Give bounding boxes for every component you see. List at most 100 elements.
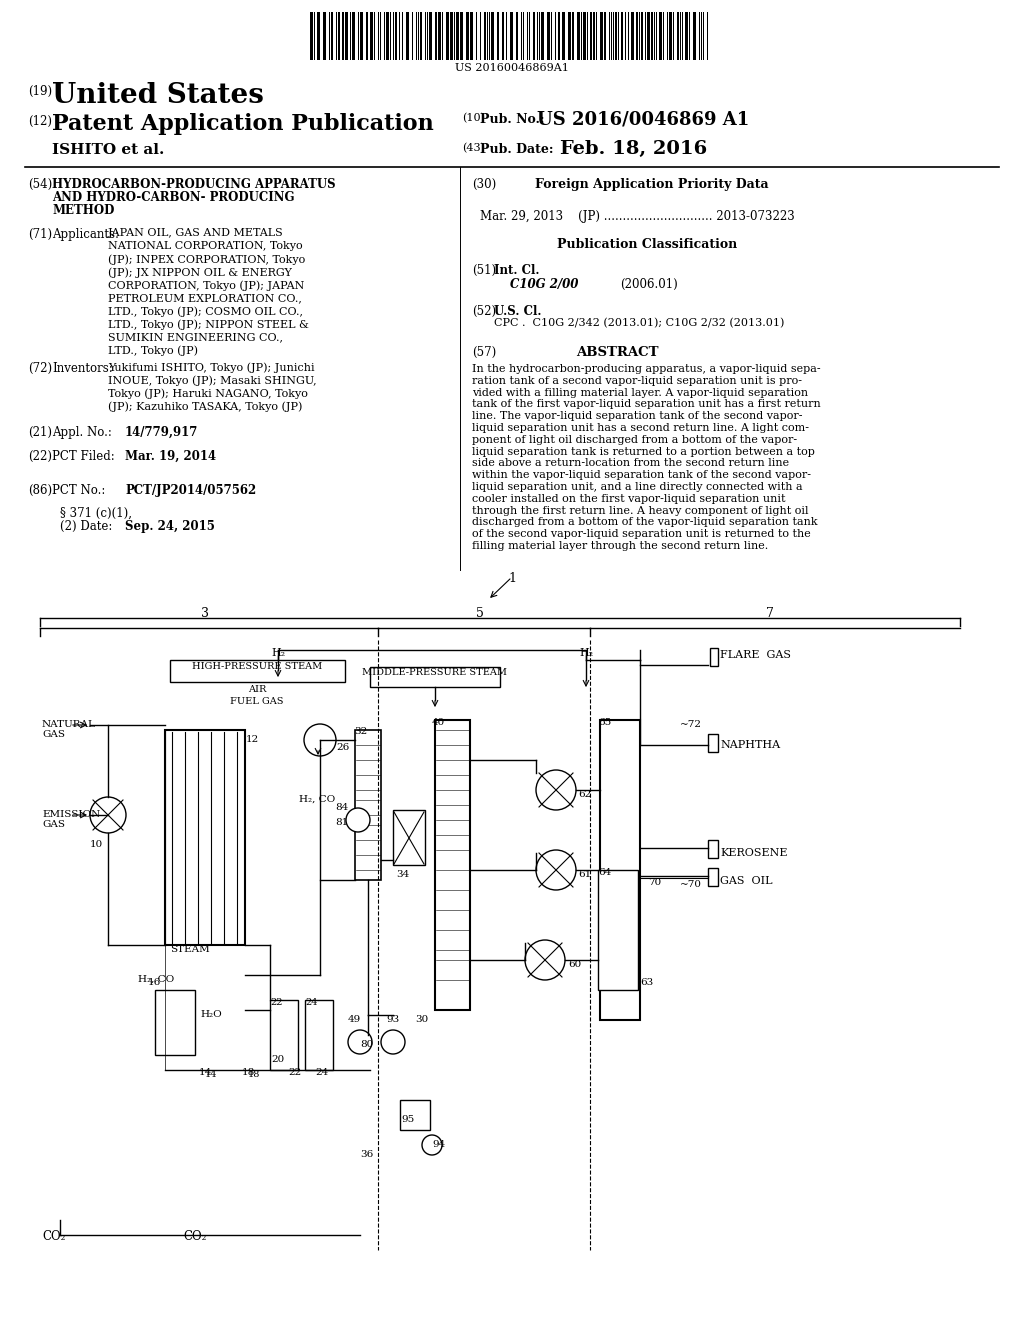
Bar	[710, 648, 718, 667]
Bar	[393, 810, 425, 865]
Text: side above a return-location from the second return line: side above a return-location from the se…	[472, 458, 790, 469]
Bar	[562, 12, 565, 59]
Text: PCT Filed:: PCT Filed:	[52, 450, 115, 463]
Text: FUEL GAS: FUEL GAS	[230, 697, 284, 706]
Text: 1: 1	[508, 572, 516, 585]
Text: Foreign Application Priority Data: Foreign Application Priority Data	[535, 178, 769, 191]
Bar	[621, 12, 623, 59]
Text: H₂O: H₂O	[200, 1010, 222, 1019]
Bar	[558, 12, 560, 59]
Bar	[502, 12, 504, 59]
Text: 84: 84	[335, 803, 348, 812]
Text: GAS: GAS	[42, 730, 65, 739]
Text: cooler installed on the first vapor-liquid separation unit: cooler installed on the first vapor-liqu…	[472, 494, 785, 504]
Bar	[165, 730, 245, 945]
Text: Mar. 19, 2014: Mar. 19, 2014	[125, 450, 216, 463]
Text: Tokyo (JP); Haruki NAGANO, Tokyo: Tokyo (JP); Haruki NAGANO, Tokyo	[108, 388, 308, 399]
Bar	[568, 12, 571, 59]
Text: liquid separation unit has a second return line. A light com-: liquid separation unit has a second retu…	[472, 422, 809, 433]
Text: INOUE, Tokyo (JP); Masaki SHINGU,: INOUE, Tokyo (JP); Masaki SHINGU,	[108, 375, 316, 385]
Bar	[342, 12, 344, 59]
Bar	[155, 990, 195, 1055]
Bar	[438, 12, 441, 59]
Text: LTD., Tokyo (JP): LTD., Tokyo (JP)	[108, 345, 198, 355]
Text: 49: 49	[348, 1015, 361, 1024]
Ellipse shape	[346, 808, 370, 832]
Text: 20: 20	[271, 1055, 285, 1064]
Bar	[305, 1001, 333, 1071]
Text: 64: 64	[598, 869, 611, 876]
Text: 80: 80	[360, 1040, 374, 1049]
Text: JAPAN OIL, GAS AND METALS: JAPAN OIL, GAS AND METALS	[108, 228, 284, 238]
Text: liquid separation unit, and a line directly connected with a: liquid separation unit, and a line direc…	[472, 482, 803, 492]
Bar	[466, 12, 469, 59]
Text: 70: 70	[648, 878, 662, 887]
Text: 95: 95	[401, 1115, 415, 1125]
Text: PCT/JP2014/057562: PCT/JP2014/057562	[125, 484, 256, 498]
Text: 93: 93	[386, 1015, 399, 1024]
Text: METHOD: METHOD	[52, 205, 115, 216]
Bar	[345, 12, 348, 59]
Text: 18: 18	[242, 1068, 255, 1077]
Text: US 20160046869A1: US 20160046869A1	[455, 63, 569, 73]
Bar	[170, 660, 345, 682]
Text: (72): (72)	[28, 362, 52, 375]
Bar	[370, 667, 500, 686]
Bar	[420, 12, 422, 59]
Text: PETROLEUM EXPLORATION CO.,: PETROLEUM EXPLORATION CO.,	[108, 293, 302, 304]
Text: 61: 61	[578, 870, 591, 879]
Text: 34: 34	[396, 870, 410, 879]
Text: GAS: GAS	[42, 820, 65, 829]
Text: 7: 7	[766, 607, 774, 620]
Text: 30: 30	[415, 1015, 428, 1024]
Ellipse shape	[536, 770, 575, 810]
Text: CO₂: CO₂	[183, 1230, 207, 1243]
Bar	[598, 870, 638, 990]
Text: 12: 12	[246, 735, 259, 744]
Text: (21): (21)	[28, 426, 52, 440]
Text: 14: 14	[199, 1068, 212, 1077]
Bar	[641, 12, 643, 59]
Text: Int. Cl.: Int. Cl.	[494, 264, 540, 277]
Text: NATIONAL CORPORATION, Tokyo: NATIONAL CORPORATION, Tokyo	[108, 242, 303, 251]
Text: liquid separation tank is returned to a portion between a top: liquid separation tank is returned to a …	[472, 446, 815, 457]
Text: ~72: ~72	[680, 719, 702, 729]
Text: AIR: AIR	[248, 685, 266, 694]
Text: In the hydrocarbon-producing apparatus, a vapor-liquid sepa-: In the hydrocarbon-producing apparatus, …	[472, 364, 820, 374]
Text: (86): (86)	[28, 484, 52, 498]
Text: HIGH-PRESSURE STEAM: HIGH-PRESSURE STEAM	[191, 663, 323, 671]
Bar	[669, 12, 672, 59]
Bar	[685, 12, 688, 59]
Text: MIDDLE-PRESSURE STEAM: MIDDLE-PRESSURE STEAM	[362, 668, 508, 677]
Bar	[386, 12, 389, 59]
Text: filling material layer through the second return line.: filling material layer through the secon…	[472, 541, 768, 550]
Text: discharged from a bottom of the vapor-liquid separation tank: discharged from a bottom of the vapor-li…	[472, 517, 817, 528]
Bar	[470, 12, 473, 59]
Text: (52): (52)	[472, 305, 496, 318]
Text: (2006.01): (2006.01)	[620, 279, 678, 290]
Bar	[460, 12, 463, 59]
Ellipse shape	[525, 940, 565, 979]
Bar	[331, 12, 333, 59]
Text: 81: 81	[335, 818, 348, 828]
Text: § 371 (c)(1),: § 371 (c)(1),	[60, 507, 132, 520]
Text: (30): (30)	[472, 178, 497, 191]
Text: Inventors:: Inventors:	[52, 362, 113, 375]
Text: STEAM: STEAM	[170, 945, 210, 954]
Text: (JP); JX NIPPON OIL & ENERGY: (JP); JX NIPPON OIL & ENERGY	[108, 267, 292, 277]
Text: (JP); Kazuhiko TASAKA, Tokyo (JP): (JP); Kazuhiko TASAKA, Tokyo (JP)	[108, 401, 302, 412]
Bar	[338, 12, 340, 59]
Text: 10: 10	[90, 840, 103, 849]
Text: (43): (43)	[462, 143, 485, 153]
Bar	[615, 12, 617, 59]
Text: Patent Application Publication: Patent Application Publication	[52, 114, 434, 135]
Text: 24: 24	[315, 1068, 329, 1077]
Text: Appl. No.:: Appl. No.:	[52, 426, 112, 440]
Text: H₂: H₂	[271, 648, 285, 657]
Bar	[547, 12, 550, 59]
Text: EMISSION: EMISSION	[42, 810, 100, 818]
Bar	[636, 12, 638, 59]
Text: PCT No.:: PCT No.:	[52, 484, 105, 498]
Bar	[395, 12, 397, 59]
Bar	[677, 12, 679, 59]
